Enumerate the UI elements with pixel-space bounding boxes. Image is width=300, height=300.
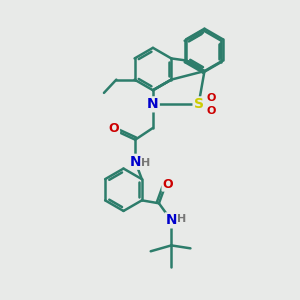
Text: H: H (177, 214, 186, 224)
Text: S: S (194, 98, 204, 111)
Text: H: H (141, 158, 150, 168)
Text: O: O (163, 178, 173, 191)
Text: O: O (206, 93, 216, 103)
Text: O: O (109, 122, 119, 135)
Text: N: N (130, 155, 141, 169)
Text: O: O (206, 106, 216, 116)
Text: N: N (147, 98, 159, 111)
Text: N: N (166, 213, 177, 227)
